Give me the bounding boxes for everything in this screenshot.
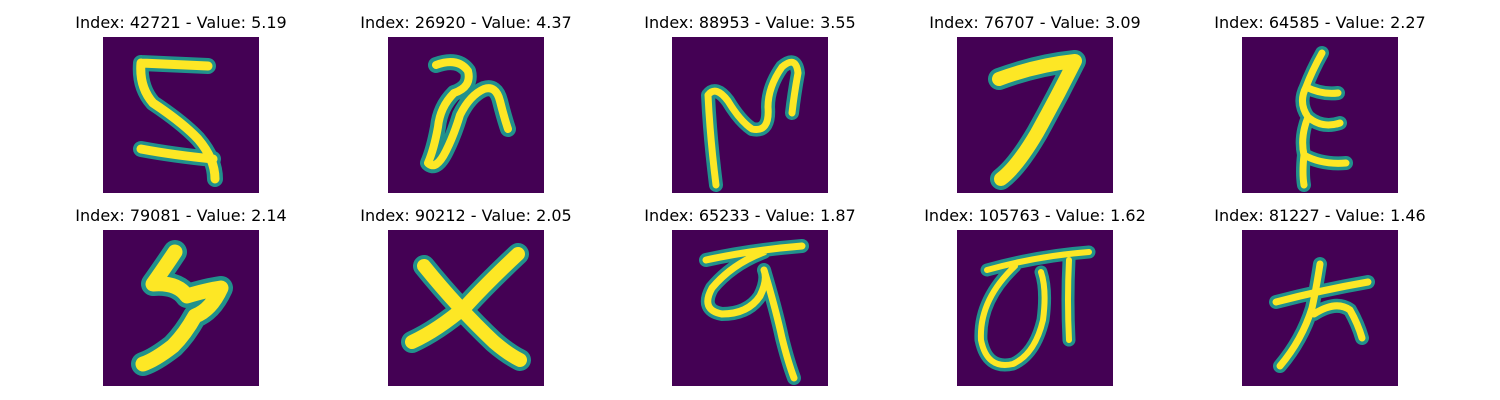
glyph-drawing xyxy=(1269,257,1375,373)
glyph-drawing xyxy=(701,55,805,192)
image-title: Index: 81227 - Value: 1.46 xyxy=(1214,206,1426,225)
glyph-image xyxy=(103,230,259,386)
glyph-image xyxy=(672,37,828,193)
glyph-drawing xyxy=(974,245,1096,372)
image-title: Index: 79081 - Value: 2.14 xyxy=(75,206,287,225)
glyph-image xyxy=(1242,37,1398,193)
image-title: Index: 26920 - Value: 4.37 xyxy=(360,13,572,32)
glyph-drawing xyxy=(420,54,516,174)
glyph-drawing xyxy=(401,243,531,371)
glyph-image xyxy=(388,230,544,386)
glyph-image xyxy=(957,230,1113,386)
glyph-image xyxy=(957,37,1113,193)
glyph-image xyxy=(388,37,544,193)
image-title: Index: 64585 - Value: 2.27 xyxy=(1214,13,1426,32)
image-title: Index: 88953 - Value: 3.55 xyxy=(644,13,856,32)
glyph-drawing xyxy=(1295,46,1353,192)
image-title: Index: 65233 - Value: 1.87 xyxy=(644,206,856,225)
glyph-drawing xyxy=(699,239,809,385)
glyph-drawing xyxy=(131,240,233,376)
glyph-drawing xyxy=(988,50,1086,190)
image-title: Index: 76707 - Value: 3.09 xyxy=(929,13,1141,32)
image-title: Index: 42721 - Value: 5.19 xyxy=(75,13,287,32)
image-title: Index: 90212 - Value: 2.05 xyxy=(360,206,572,225)
glyph-image xyxy=(672,230,828,386)
glyph-drawing xyxy=(132,55,223,187)
glyph-image xyxy=(103,37,259,193)
glyph-image xyxy=(1242,230,1398,386)
image-title: Index: 105763 - Value: 1.62 xyxy=(924,206,1146,225)
